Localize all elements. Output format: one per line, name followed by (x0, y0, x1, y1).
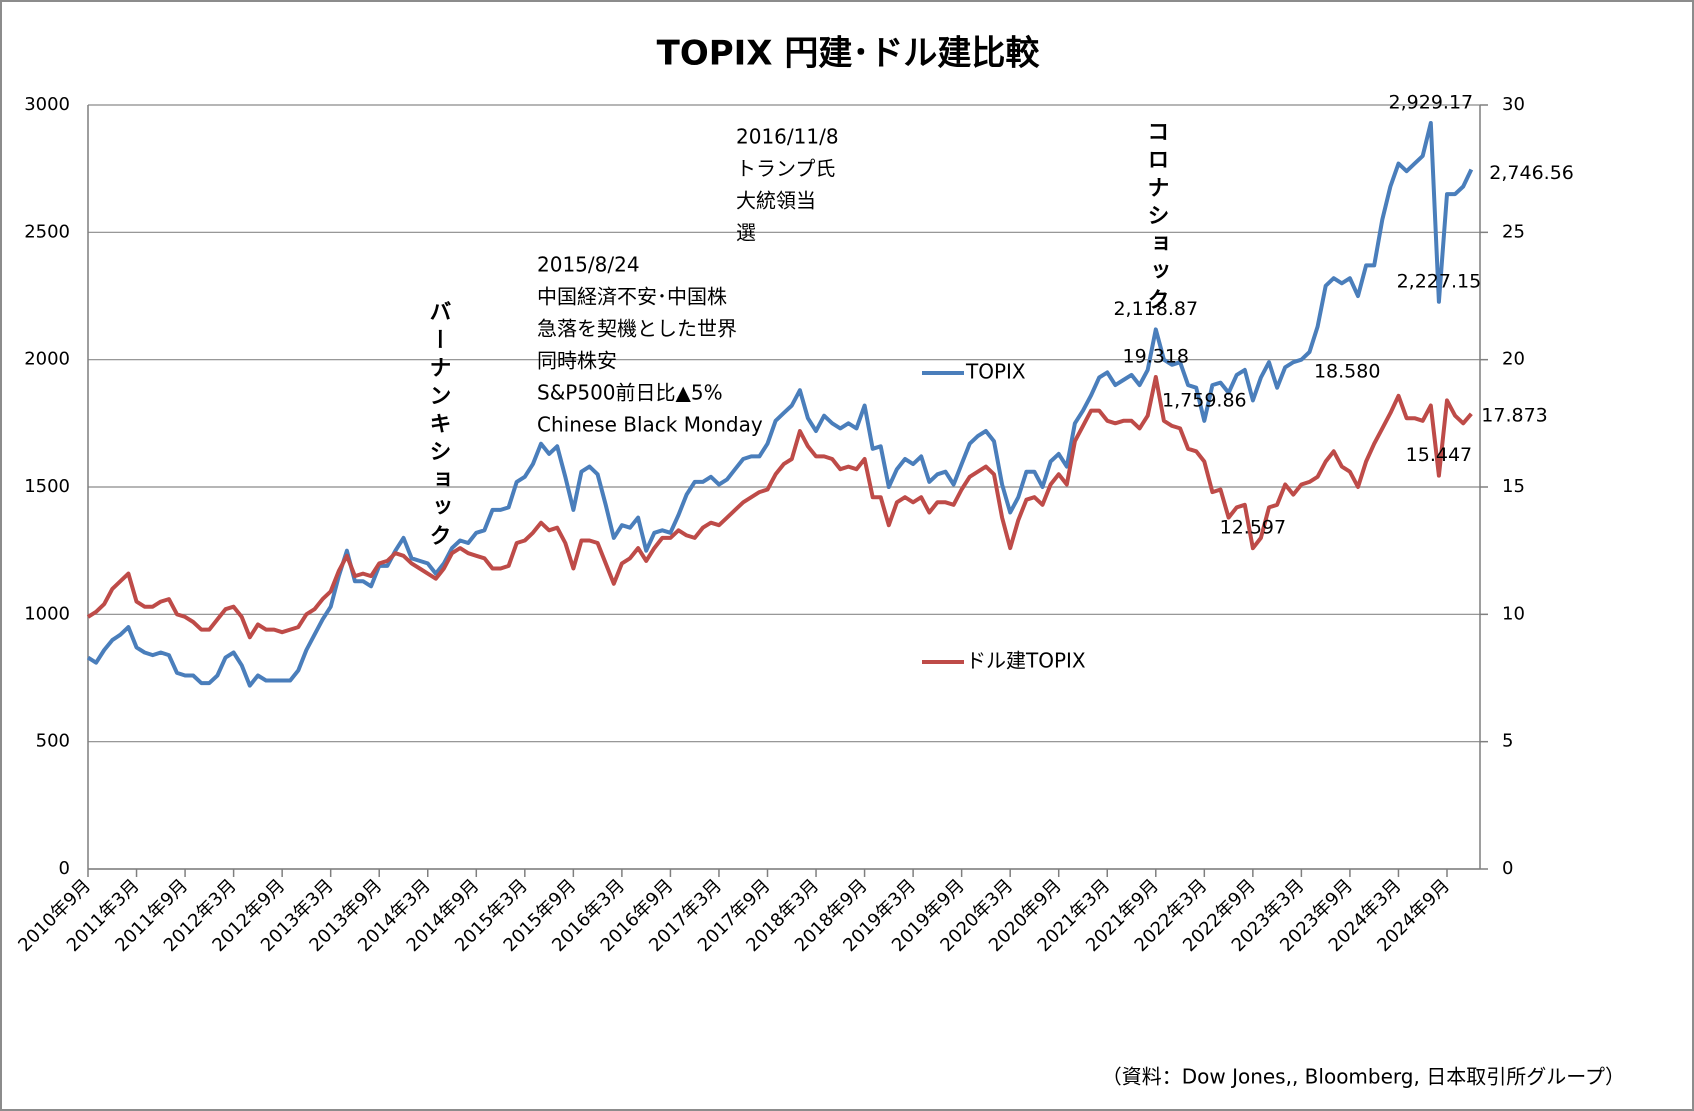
annotation: Chinese Black Monday (537, 413, 763, 437)
data-label: 2,118.87 (1113, 298, 1198, 320)
y2-tick-label: 15 (1502, 476, 1525, 497)
y-tick-label: 0 (59, 858, 70, 879)
data-label: 2,746.56 (1489, 162, 1574, 184)
data-label: 18.580 (1314, 360, 1380, 382)
annotation: 大統領当 (736, 189, 816, 213)
y2-tick-label: 0 (1502, 858, 1513, 879)
source-note: （資料：Dow Jones,, Bloomberg, 日本取引所グループ） (1102, 1065, 1625, 1089)
data-label: 17.873 (1481, 404, 1547, 426)
series-line (86, 375, 1473, 640)
y2-tick-label: 10 (1502, 603, 1525, 624)
y-tick-label: 2500 (24, 221, 70, 242)
annotation: 2016/11/8 (736, 125, 839, 149)
annotation: コロナショック (1144, 120, 1169, 316)
y-tick-label: 1500 (24, 476, 70, 497)
y-tick-label: 2000 (24, 349, 70, 370)
y2-tick-label: 30 (1502, 94, 1525, 115)
annotation: バーナンキショック (426, 300, 451, 552)
data-label: 2,929.17 (1389, 92, 1474, 114)
annotation: 同時株安 (537, 349, 617, 373)
y-tick-label: 3000 (24, 94, 70, 115)
annotation: 2015/8/24 (537, 253, 640, 277)
y2-tick-label: 25 (1502, 221, 1525, 242)
y-tick-label: 1000 (24, 603, 70, 624)
data-label: 12.597 (1220, 517, 1286, 539)
chart-title: TOPIX 円建･ドル建比較 (657, 34, 1041, 74)
y2-tick-label: 5 (1502, 731, 1513, 752)
data-label: 15.447 (1406, 444, 1472, 466)
series-line (86, 121, 1474, 688)
y2-tick-label: 20 (1502, 349, 1525, 370)
data-label: 1,759.86 (1162, 389, 1247, 411)
legend-label: TOPIX (965, 360, 1026, 384)
annotation: 中国経済不安･中国株 (537, 285, 727, 309)
annotation: 選 (736, 221, 756, 245)
legend-label: ドル建TOPIX (966, 649, 1086, 673)
annotation: S&P500前日比▲5% (537, 381, 723, 405)
data-label: 19.318 (1123, 346, 1189, 368)
annotation: 急落を契機とした世界 (537, 317, 737, 341)
y-tick-label: 500 (36, 731, 70, 752)
annotation: トランプ氏 (736, 157, 835, 181)
data-label: 2,227.15 (1397, 270, 1482, 292)
